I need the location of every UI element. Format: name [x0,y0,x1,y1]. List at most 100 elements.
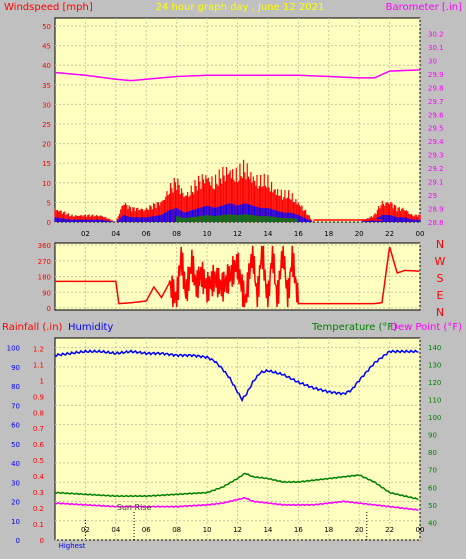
temp-tick-label: 70 [428,467,437,475]
temp-tick-label: 100 [428,414,441,422]
wind-tick-label: 20 [42,141,51,149]
rainfall-axis-title: Rainfall (.in) [2,322,63,333]
rain-tick-label: 1 [40,377,44,385]
humidity-tick-label: 60 [11,422,20,430]
baro-tick-label: 29.2 [428,165,444,173]
baro-tick-label: 30 [428,57,437,65]
baro-tick-label: 28.8 [428,219,444,227]
x-tick-label: 10 [203,526,212,534]
baro-tick-label: 29.8 [428,84,444,92]
humidity-tick-label: 20 [11,499,20,507]
x-tick-label: 08 [172,526,181,534]
baro-tick-label: 29.3 [428,152,444,160]
rain-tick-label: 0.7 [33,425,44,433]
wind-tick-label: 5 [47,199,51,207]
x-tick-label: 16 [294,526,303,534]
rain-tick-label: 1.2 [33,345,44,353]
x-tick-label: 12 [233,526,242,534]
x-tick-label: 06 [142,230,151,238]
temp-tick-label: 80 [428,449,437,457]
temp-tick-label: 140 [428,344,441,352]
direction-tick-label: 360 [38,242,51,250]
x-tick-label: 02 [81,230,90,238]
dew-point-line [54,496,419,512]
rain-tick-label: 0 [40,537,44,545]
wind-tick-label: 25 [42,121,51,129]
compass-letter: W [435,255,446,268]
rain-tick-label: 0.5 [33,457,44,465]
compass-letter: S [437,272,444,285]
baro-tick-label: 29.1 [428,179,444,187]
humidity-tick-label: 90 [11,364,20,372]
x-tick-label: 14 [263,526,272,534]
direction-tick-label: 270 [38,258,51,266]
humidity-axis-title: Humidity [68,322,113,333]
temp-tick-label: 130 [428,361,441,369]
temperature-line [54,472,419,501]
humidity-tick-label: 70 [11,402,20,410]
humidity-tick-label: 80 [11,383,20,391]
x-tick-label: 18 [324,230,333,238]
baro-tick-label: 30.2 [428,30,444,38]
temperature-axis-title: Temperature (°F) [311,322,397,333]
barometer-axis-title: Barometer [.in] [386,2,462,13]
temp-tick-label: 60 [428,484,437,492]
temp-tick-label: 50 [428,502,437,510]
baro-tick-label: 29.9 [428,71,444,79]
baro-tick-label: 29.7 [428,98,444,106]
baro-tick-label: 28.9 [428,206,444,214]
x-tick-label: 20 [355,230,364,238]
wind-tick-label: 45 [42,43,51,51]
x-tick-label: 10 [203,230,212,238]
highest-label: Highest [59,542,86,550]
x-tick-label: 22 [385,230,394,238]
x-tick-label: 06 [142,526,151,534]
barometer-line [54,69,421,82]
wind-tick-label: 30 [42,101,51,109]
rain-tick-label: 0.8 [33,409,44,417]
baro-tick-label: 29.6 [428,111,444,119]
rain-tick-label: 0.3 [33,489,44,497]
baro-tick-label: 29.5 [428,125,444,133]
wind-tick-label: 40 [42,62,51,70]
wind-tick-label: 50 [42,23,51,31]
humidity-line [54,349,419,403]
rain-tick-label: 0.9 [33,393,44,401]
rain-tick-label: 0.2 [33,505,44,513]
direction-tick-label: 0 [47,305,51,313]
wind-tick-label: 10 [42,180,51,188]
x-tick-label: 00 [416,230,425,238]
temp-tick-label: 120 [428,379,441,387]
baro-tick-label: 29 [428,192,437,200]
x-tick-label: 20 [355,526,364,534]
baro-tick-label: 29.4 [428,138,444,146]
wind-axis-title: Windspeed [mph] [4,2,93,13]
rain-tick-label: 0.6 [33,441,45,449]
direction-line [55,245,420,308]
temp-tick-label: 90 [428,432,437,440]
wind-tick-label: 15 [42,160,51,168]
temp-tick-label: 110 [428,396,441,404]
rain-tick-label: 1.1 [33,361,44,369]
direction-tick-label: 180 [38,274,51,282]
x-tick-label: 22 [385,526,394,534]
humidity-tick-label: 50 [11,441,20,449]
x-tick-label: 18 [324,526,333,534]
x-tick-label: 04 [111,230,120,238]
rain-tick-label: 0.4 [33,473,45,481]
baro-tick-label: 30.1 [428,44,444,52]
wind-tick-label: 0 [47,219,51,227]
x-tick-label: 16 [294,230,303,238]
humidity-tick-label: 30 [11,479,20,487]
x-tick-label: 12 [233,230,242,238]
x-tick-label: 00 [416,526,425,534]
x-tick-label: 04 [111,526,120,534]
x-tick-label: 14 [263,230,272,238]
temp-tick-label: 40 [428,519,437,527]
x-tick-label: 08 [172,230,181,238]
sun-rise-label: Sun Rise [117,503,152,512]
compass-letter: E [437,289,444,302]
chart-title: 24 hour graph day , June 12 2021 [156,2,325,13]
